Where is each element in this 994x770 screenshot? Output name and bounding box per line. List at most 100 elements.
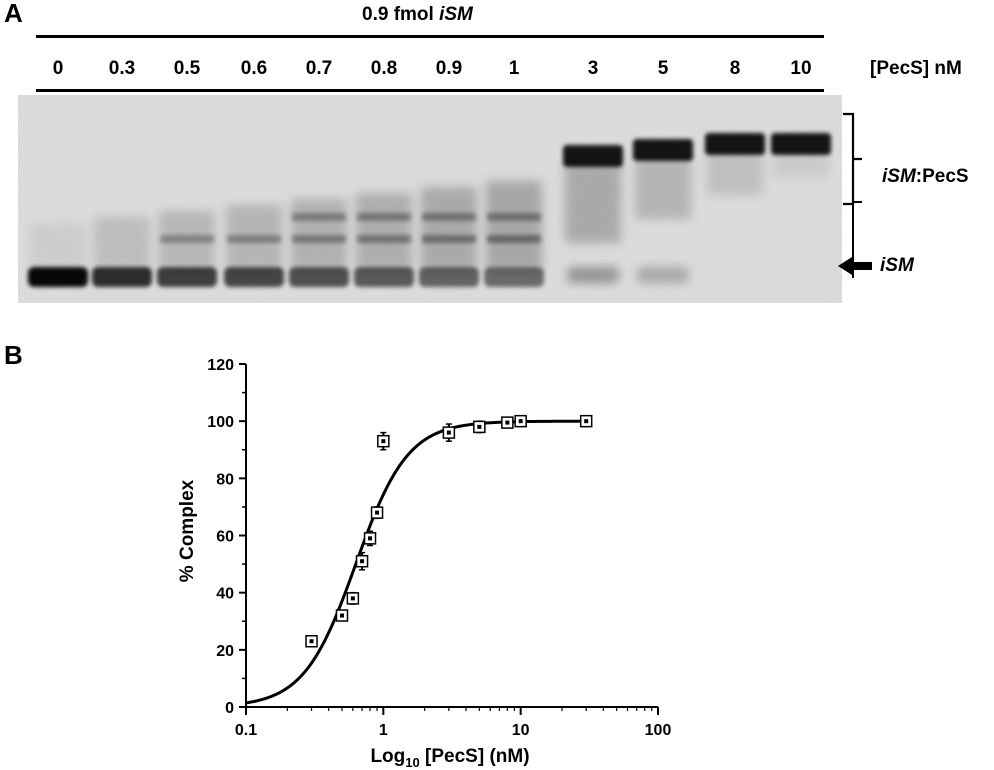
point-marker-center xyxy=(339,613,344,618)
free-probe-band xyxy=(354,267,414,287)
fit-curve xyxy=(245,419,587,705)
complex-smear xyxy=(356,193,412,270)
lane-label: 10 xyxy=(790,58,812,79)
complex-label: iSM:PecS xyxy=(882,166,969,188)
data-points xyxy=(305,414,593,648)
data-point xyxy=(346,591,360,605)
intermediate-band xyxy=(160,235,214,243)
complex-smear xyxy=(30,223,86,270)
point-marker-center xyxy=(518,419,523,424)
lane-label: 0.5 xyxy=(173,58,201,79)
intermediate-band xyxy=(227,235,281,243)
lane-label: 0.8 xyxy=(370,58,398,79)
data-point xyxy=(579,414,593,428)
lane-label: 1 xyxy=(508,58,520,79)
complex-smear xyxy=(635,157,691,219)
gel-header-line-bottom xyxy=(36,89,824,92)
intermediate-band xyxy=(292,213,346,221)
data-point xyxy=(370,506,384,520)
y-tick-label: 80 xyxy=(216,471,234,488)
point-marker-center xyxy=(477,424,482,429)
y-tick-label: 120 xyxy=(207,357,234,374)
free-probe-band xyxy=(224,267,284,287)
bracket-shape xyxy=(843,112,862,206)
concentration-label: [PecS] nM xyxy=(870,58,962,79)
complex-band xyxy=(563,145,623,167)
data-point xyxy=(305,635,318,648)
chart-ticks: 0 20 40 60 80 100 120 0.1 1 10 100 xyxy=(207,357,671,739)
point-marker-center xyxy=(350,596,355,601)
point-marker-center xyxy=(446,430,451,435)
point-marker-center xyxy=(584,419,589,424)
gel-header-line-top xyxy=(36,35,824,38)
y-tick-label: 60 xyxy=(216,529,234,546)
lane-label: 0.9 xyxy=(435,58,463,79)
panel-a-letter: A xyxy=(4,0,23,28)
free-probe-band xyxy=(289,267,349,287)
free-probe-band xyxy=(157,267,217,287)
point-marker-center xyxy=(309,639,314,644)
y-tick-label: 0 xyxy=(225,700,234,717)
x-tick-label: 10 xyxy=(512,722,530,739)
free-probe-band xyxy=(419,267,479,287)
y-tick-label: 20 xyxy=(216,643,234,660)
complex-smear xyxy=(486,181,542,270)
gel-lane xyxy=(92,217,152,287)
gel-lane xyxy=(771,133,831,177)
fit-curve-group xyxy=(245,419,587,705)
gel-header-prefix: 0.9 fmol xyxy=(362,4,440,25)
free-probe-band xyxy=(484,267,544,287)
lane-label: 8 xyxy=(729,58,741,79)
free-probe-band xyxy=(567,267,619,283)
gel-image xyxy=(18,95,842,303)
data-point xyxy=(501,416,514,429)
bracket-path xyxy=(843,112,862,206)
complex-smear xyxy=(773,151,829,177)
lane-label: 5 xyxy=(657,58,669,79)
gel-lane xyxy=(28,223,88,287)
gel-lane xyxy=(289,199,349,287)
x-tick-label: 1 xyxy=(379,722,388,739)
data-point xyxy=(442,423,456,442)
intermediate-band xyxy=(357,213,411,221)
x-axis-title-suffix: [PecS] (nM) xyxy=(420,746,530,767)
gel-lane xyxy=(354,193,414,287)
lane-label: 0.7 xyxy=(305,58,333,79)
intermediate-band xyxy=(422,213,476,221)
complex-smear xyxy=(421,187,477,270)
free-probe-label: iSM xyxy=(880,255,914,277)
data-point xyxy=(355,551,369,571)
data-point xyxy=(377,431,390,451)
data-point xyxy=(335,609,349,622)
x-axis-title-sub: 10 xyxy=(405,755,419,770)
intermediate-band xyxy=(422,235,476,243)
gel-lane xyxy=(157,211,217,287)
gel-lane xyxy=(224,205,284,287)
x-axis-title-prefix: Log xyxy=(370,746,405,767)
free-probe-italic: iSM xyxy=(880,255,914,276)
y-tick-label: 100 xyxy=(207,414,234,431)
data-point xyxy=(514,414,527,428)
x-tick-label: 100 xyxy=(645,722,672,739)
complex-band xyxy=(705,133,765,155)
data-point xyxy=(473,420,486,434)
lane-label: 0.3 xyxy=(108,58,136,79)
complex-label-rest: :PecS xyxy=(915,166,969,187)
arrow-left-icon xyxy=(838,257,872,275)
free-probe-band xyxy=(92,267,152,287)
intermediate-band xyxy=(487,235,541,243)
lane-label: 0 xyxy=(52,58,64,79)
intermediate-band xyxy=(357,235,411,243)
x-tick-label: 0.1 xyxy=(235,722,257,739)
intermediate-band xyxy=(487,213,541,221)
complex-smear xyxy=(291,199,347,270)
complex-band xyxy=(633,139,693,161)
y-tick-label: 40 xyxy=(216,586,234,603)
panel-b-letter: B xyxy=(4,340,23,370)
gel-header-italic: iSM xyxy=(439,4,473,25)
lane-label: 3 xyxy=(587,58,599,79)
point-marker-center xyxy=(375,510,380,515)
x-axis-title: Log10 [PecS] (nM) xyxy=(370,746,529,770)
complex-smear xyxy=(94,217,150,270)
